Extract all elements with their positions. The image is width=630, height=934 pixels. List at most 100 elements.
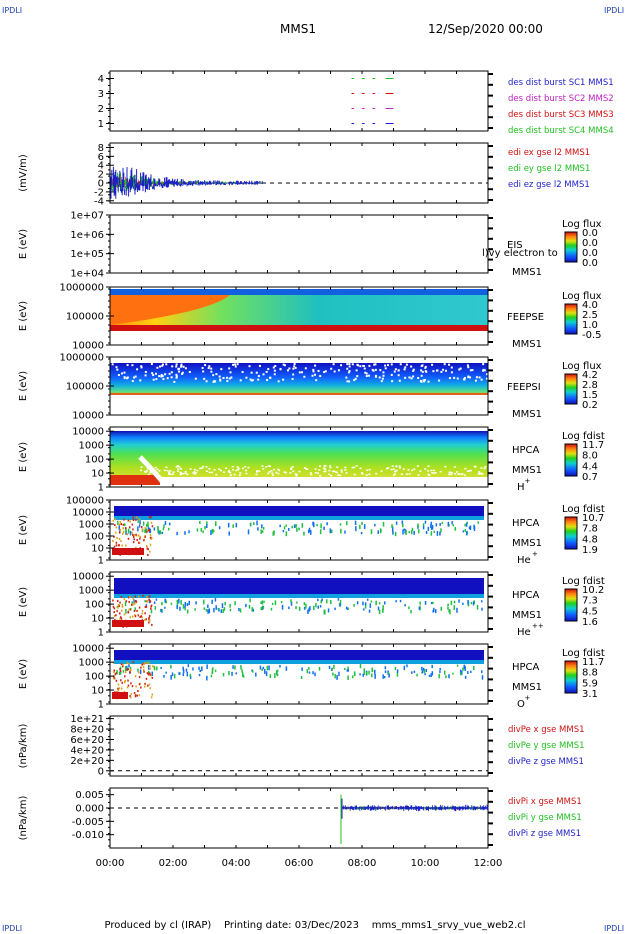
hpca-he-speckle xyxy=(144,529,146,533)
hpca-he2-speckle xyxy=(154,606,157,610)
feepse-high-energy-band xyxy=(110,289,488,295)
hpca-he2-speckle-left xyxy=(120,596,123,599)
feepse-hot-wedge xyxy=(110,295,230,325)
feepse-colorbar xyxy=(564,303,578,335)
hpca-he-speckle-left xyxy=(140,526,143,529)
hpca-he-speckle xyxy=(316,523,318,527)
hpca-he2-speckle xyxy=(384,601,386,605)
hpca-he2-speckle xyxy=(419,601,421,605)
hpca-he-speckle-left xyxy=(151,525,154,528)
hpca-o-speckle-left xyxy=(138,694,141,697)
feepsi-gap xyxy=(458,368,461,371)
feepsi-gap xyxy=(144,370,147,373)
hpca-h-gap xyxy=(290,467,293,469)
feepsi-gap xyxy=(466,364,469,367)
hpca-h-gap xyxy=(314,468,317,470)
hpca-he-speckle-left xyxy=(127,519,130,522)
hpca-o-speckle xyxy=(222,673,225,677)
hpca-h-gap xyxy=(158,470,161,472)
feepsi-gap xyxy=(144,374,147,377)
div-pe-y-tick-label: 1e+21 xyxy=(70,714,104,725)
hpca-he-speckle xyxy=(454,527,457,530)
hpca-o-speckle xyxy=(354,672,356,676)
hpca-o-speckle xyxy=(308,671,311,674)
hpca-he-speckle xyxy=(452,524,455,527)
hpca-he2-speckle-left xyxy=(139,616,141,619)
hpca-o-speckle xyxy=(182,669,185,674)
feepsi-gap xyxy=(158,375,161,378)
feepse-spectrogram xyxy=(110,289,488,345)
hpca-he2-speckle xyxy=(224,601,226,606)
hpca-he2-colorbar-tick: 7.3 xyxy=(582,596,598,607)
hpca-h-gap xyxy=(469,469,472,472)
feepsi-gap xyxy=(373,363,376,366)
hpca-he2-speckle xyxy=(164,606,166,609)
hpca-he2-speckle xyxy=(320,599,323,604)
feepsi-gap xyxy=(162,378,165,381)
hpca-he2-speckle xyxy=(305,603,307,609)
hpca-he-speckle xyxy=(323,526,325,531)
feepsi-gap xyxy=(139,379,142,382)
hpca-he2-y-tick-label: 10 xyxy=(91,614,104,625)
hpca-he-speckle xyxy=(188,530,190,534)
hpca-he-speckle xyxy=(408,531,411,534)
hpca-h-gap xyxy=(463,474,466,476)
feepsi-gap xyxy=(323,371,326,374)
hpca-he2-speckle xyxy=(449,609,451,615)
hpca-h-gap xyxy=(277,472,280,475)
hpca-o-speckle-left xyxy=(127,679,129,682)
hpca-o-speckle xyxy=(116,669,118,675)
hpca-o-speckle-left xyxy=(112,661,115,664)
hpca-he-speckle xyxy=(427,526,430,531)
hpca-o-speckle-left xyxy=(145,677,148,680)
hpca-he2-speckle xyxy=(160,608,162,612)
hpca-he-speckle-left xyxy=(126,533,129,536)
hpca-he2-speckle-left xyxy=(121,609,123,612)
hpca-h-gap xyxy=(193,468,196,471)
hpca-he-speckle-left xyxy=(138,518,141,521)
hpca-o-speckle-left xyxy=(144,685,146,688)
hpca-he-speckle xyxy=(466,521,468,524)
hpca-o-speckle-left xyxy=(120,687,123,690)
div-pi-legend-2: divPi y gse MMS1 xyxy=(508,813,582,823)
hpca-o-speckle-left xyxy=(143,670,145,673)
hpca-o-speckle-left xyxy=(135,685,137,688)
feepsi-gap xyxy=(412,369,415,372)
hpca-h-colorbar xyxy=(564,443,578,477)
hpca-o-speckle xyxy=(269,674,272,679)
hpca-he-speckle xyxy=(117,520,119,525)
hpca-he2-speckle xyxy=(184,607,186,611)
hpca-he2-speckle xyxy=(447,603,449,607)
feepsi-gap xyxy=(215,373,218,376)
hpca-he-speckle xyxy=(401,520,404,525)
hpca-he2-speckle xyxy=(323,609,326,615)
hpca-he-y-tick-label: 10000 xyxy=(72,508,104,519)
hpca-he-speckle-left xyxy=(149,550,151,553)
hpca-h-gap xyxy=(179,471,182,474)
hpca-h-gap xyxy=(391,465,394,467)
feepsi-gap xyxy=(115,366,118,369)
hpca-he2-speckle xyxy=(261,600,264,605)
hpca-h-gap xyxy=(193,471,196,473)
hpca-h-gap xyxy=(229,471,232,474)
hpca-o-speckle xyxy=(189,675,192,680)
feepsi-gap xyxy=(228,367,231,370)
hpca-he-speckle xyxy=(157,526,159,530)
feepsi-gap xyxy=(233,363,236,366)
hpca-he-speckle-left xyxy=(147,553,149,556)
hpca-he2-speckle xyxy=(356,601,359,605)
hpca-he-speckle-left xyxy=(132,516,135,519)
feepsi-low-band xyxy=(110,393,488,395)
hpca-h-gap xyxy=(273,468,276,471)
hpca-o-speckle xyxy=(422,667,425,671)
hpca-he-speckle xyxy=(392,530,394,535)
hpca-he-ylabel: E (eV) xyxy=(18,515,29,545)
eis-instrument: EIS xyxy=(507,240,523,251)
feepsi-gap xyxy=(173,380,176,383)
hpca-he2-band-cyan xyxy=(114,594,484,598)
hpca-o-speckle xyxy=(438,673,440,679)
feepsi-gap xyxy=(469,376,472,379)
feepsi-gap xyxy=(384,364,387,367)
feepsi-gap xyxy=(168,372,171,375)
feepsi-gap xyxy=(126,376,129,379)
